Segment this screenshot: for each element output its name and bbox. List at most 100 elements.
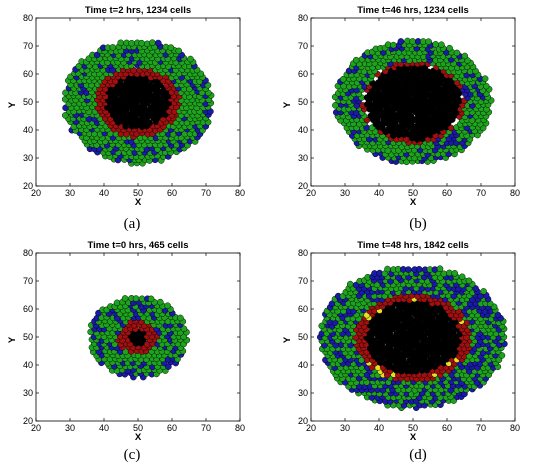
y-axis-label: Y xyxy=(282,336,293,343)
cell-marker xyxy=(113,299,121,307)
x-tick-label: 40 xyxy=(374,188,384,198)
x-tick-label: 30 xyxy=(340,423,350,433)
y-tick-label: 30 xyxy=(23,153,33,163)
chart-title: Time t=46 hrs, 1234 cells xyxy=(357,5,469,16)
y-axis-label: Y xyxy=(7,336,18,343)
cell-marker xyxy=(446,44,453,52)
cell-marker xyxy=(157,298,164,306)
cell-marker xyxy=(121,295,129,302)
x-tick-label: 50 xyxy=(133,423,143,433)
y-tick-label: 40 xyxy=(23,125,33,135)
cell-layer xyxy=(331,37,495,166)
cell-marker xyxy=(453,49,461,57)
x-axis-label: X xyxy=(135,197,142,208)
y-tick-label: 60 xyxy=(298,304,308,314)
x-tick-label: 80 xyxy=(235,423,245,433)
chart-a: Time t=2 hrs, 1234 cells 20 30 40 50 60 70 80 20… xyxy=(7,5,245,208)
cell-marker xyxy=(346,280,354,288)
y-tick-label: 70 xyxy=(23,276,33,286)
cell-marker xyxy=(425,38,432,45)
cell-marker xyxy=(128,39,135,47)
x-tick-label: 30 xyxy=(340,188,350,198)
cell-marker xyxy=(352,56,360,64)
x-tick-label: 20 xyxy=(306,188,316,198)
caption-b: (b) xyxy=(409,216,427,232)
x-tick-label: 80 xyxy=(510,188,520,198)
y-axis-label: Y xyxy=(282,101,293,108)
y-tick-label: 80 xyxy=(23,248,33,258)
y-tick-label: 20 xyxy=(23,181,33,191)
cell-marker xyxy=(461,52,469,60)
x-tick-label: 60 xyxy=(167,188,177,198)
cell-marker xyxy=(167,44,175,51)
x-tick-label: 50 xyxy=(408,423,418,433)
y-tick-label: 30 xyxy=(23,388,33,398)
cell-marker xyxy=(438,41,445,49)
cell-marker xyxy=(187,55,194,63)
panel-d: Time t=48 hrs, 1842 cells 20 30 40 50 60 70 80 2… xyxy=(275,235,550,472)
cell-marker xyxy=(405,266,412,273)
cell-marker xyxy=(109,44,117,51)
chart-title: Time t=2 hrs, 1234 cells xyxy=(85,5,191,16)
cell-marker xyxy=(154,39,162,47)
caption-a: (a) xyxy=(123,216,141,232)
caption-c: (c) xyxy=(123,447,141,463)
cell-marker xyxy=(415,266,423,273)
cell-marker xyxy=(175,47,183,55)
cell-layer xyxy=(61,39,215,167)
x-tick-label: 50 xyxy=(408,188,418,198)
cell-marker xyxy=(117,39,124,47)
chart-title: Time t=48 hrs, 1842 cells xyxy=(357,240,469,251)
cell-marker xyxy=(164,302,171,310)
y-tick-label: 30 xyxy=(298,153,308,163)
y-tick-label: 30 xyxy=(298,388,308,398)
panel-b: Time t=46 hrs, 1234 cells 20 30 40 50 60 70 80 2… xyxy=(275,0,550,237)
x-axis-label: X xyxy=(135,432,142,443)
cell-marker xyxy=(498,352,506,359)
x-axis-label: X xyxy=(410,432,417,443)
cell-layer xyxy=(87,295,191,381)
cell-marker xyxy=(436,265,444,272)
caption-d: (d) xyxy=(409,447,427,463)
cell-marker xyxy=(373,281,381,289)
cell-marker xyxy=(397,38,405,45)
y-tick-label: 50 xyxy=(298,332,308,342)
x-tick-label: 50 xyxy=(133,188,143,198)
cell-marker xyxy=(132,295,140,302)
x-axis-label: X xyxy=(410,197,417,208)
cell-marker xyxy=(138,39,145,47)
y-tick-label: 60 xyxy=(298,69,308,79)
cell-marker xyxy=(177,314,184,322)
cell-marker xyxy=(61,112,69,119)
cell-marker xyxy=(180,325,188,333)
x-tick-label: 70 xyxy=(476,188,486,198)
x-tick-label: 70 xyxy=(476,423,486,433)
y-tick-label: 40 xyxy=(298,360,308,370)
y-tick-label: 60 xyxy=(23,304,33,314)
x-tick-label: 60 xyxy=(442,423,452,433)
x-tick-label: 80 xyxy=(510,423,520,433)
chart-b: Time t=46 hrs, 1234 cells 20 30 40 50 60 70 80 2… xyxy=(282,5,520,208)
cell-marker xyxy=(409,38,416,45)
y-tick-label: 80 xyxy=(298,13,308,23)
y-tick-label: 20 xyxy=(298,416,308,426)
x-tick-label: 70 xyxy=(201,423,211,433)
x-tick-label: 60 xyxy=(167,423,177,433)
y-tick-label: 50 xyxy=(23,332,33,342)
cell-marker xyxy=(440,270,448,278)
cell-marker xyxy=(481,75,489,82)
y-tick-label: 80 xyxy=(23,13,33,23)
y-tick-label: 70 xyxy=(298,41,308,51)
y-tick-label: 60 xyxy=(23,69,33,79)
y-tick-label: 50 xyxy=(298,97,308,107)
y-tick-label: 70 xyxy=(298,276,308,286)
chart-c: Time t=0 hrs, 465 cells 20 30 40 50 60 70 80 20 3… xyxy=(7,240,245,443)
cell-marker xyxy=(458,273,466,281)
x-tick-label: 40 xyxy=(99,188,109,198)
chart-d: Time t=48 hrs, 1842 cells 20 30 40 50 60 70 80 2… xyxy=(282,240,520,443)
y-tick-label: 70 xyxy=(23,41,33,51)
y-tick-label: 40 xyxy=(23,360,33,370)
x-tick-label: 30 xyxy=(65,188,75,198)
y-tick-label: 20 xyxy=(298,181,308,191)
x-tick-label: 40 xyxy=(374,423,384,433)
